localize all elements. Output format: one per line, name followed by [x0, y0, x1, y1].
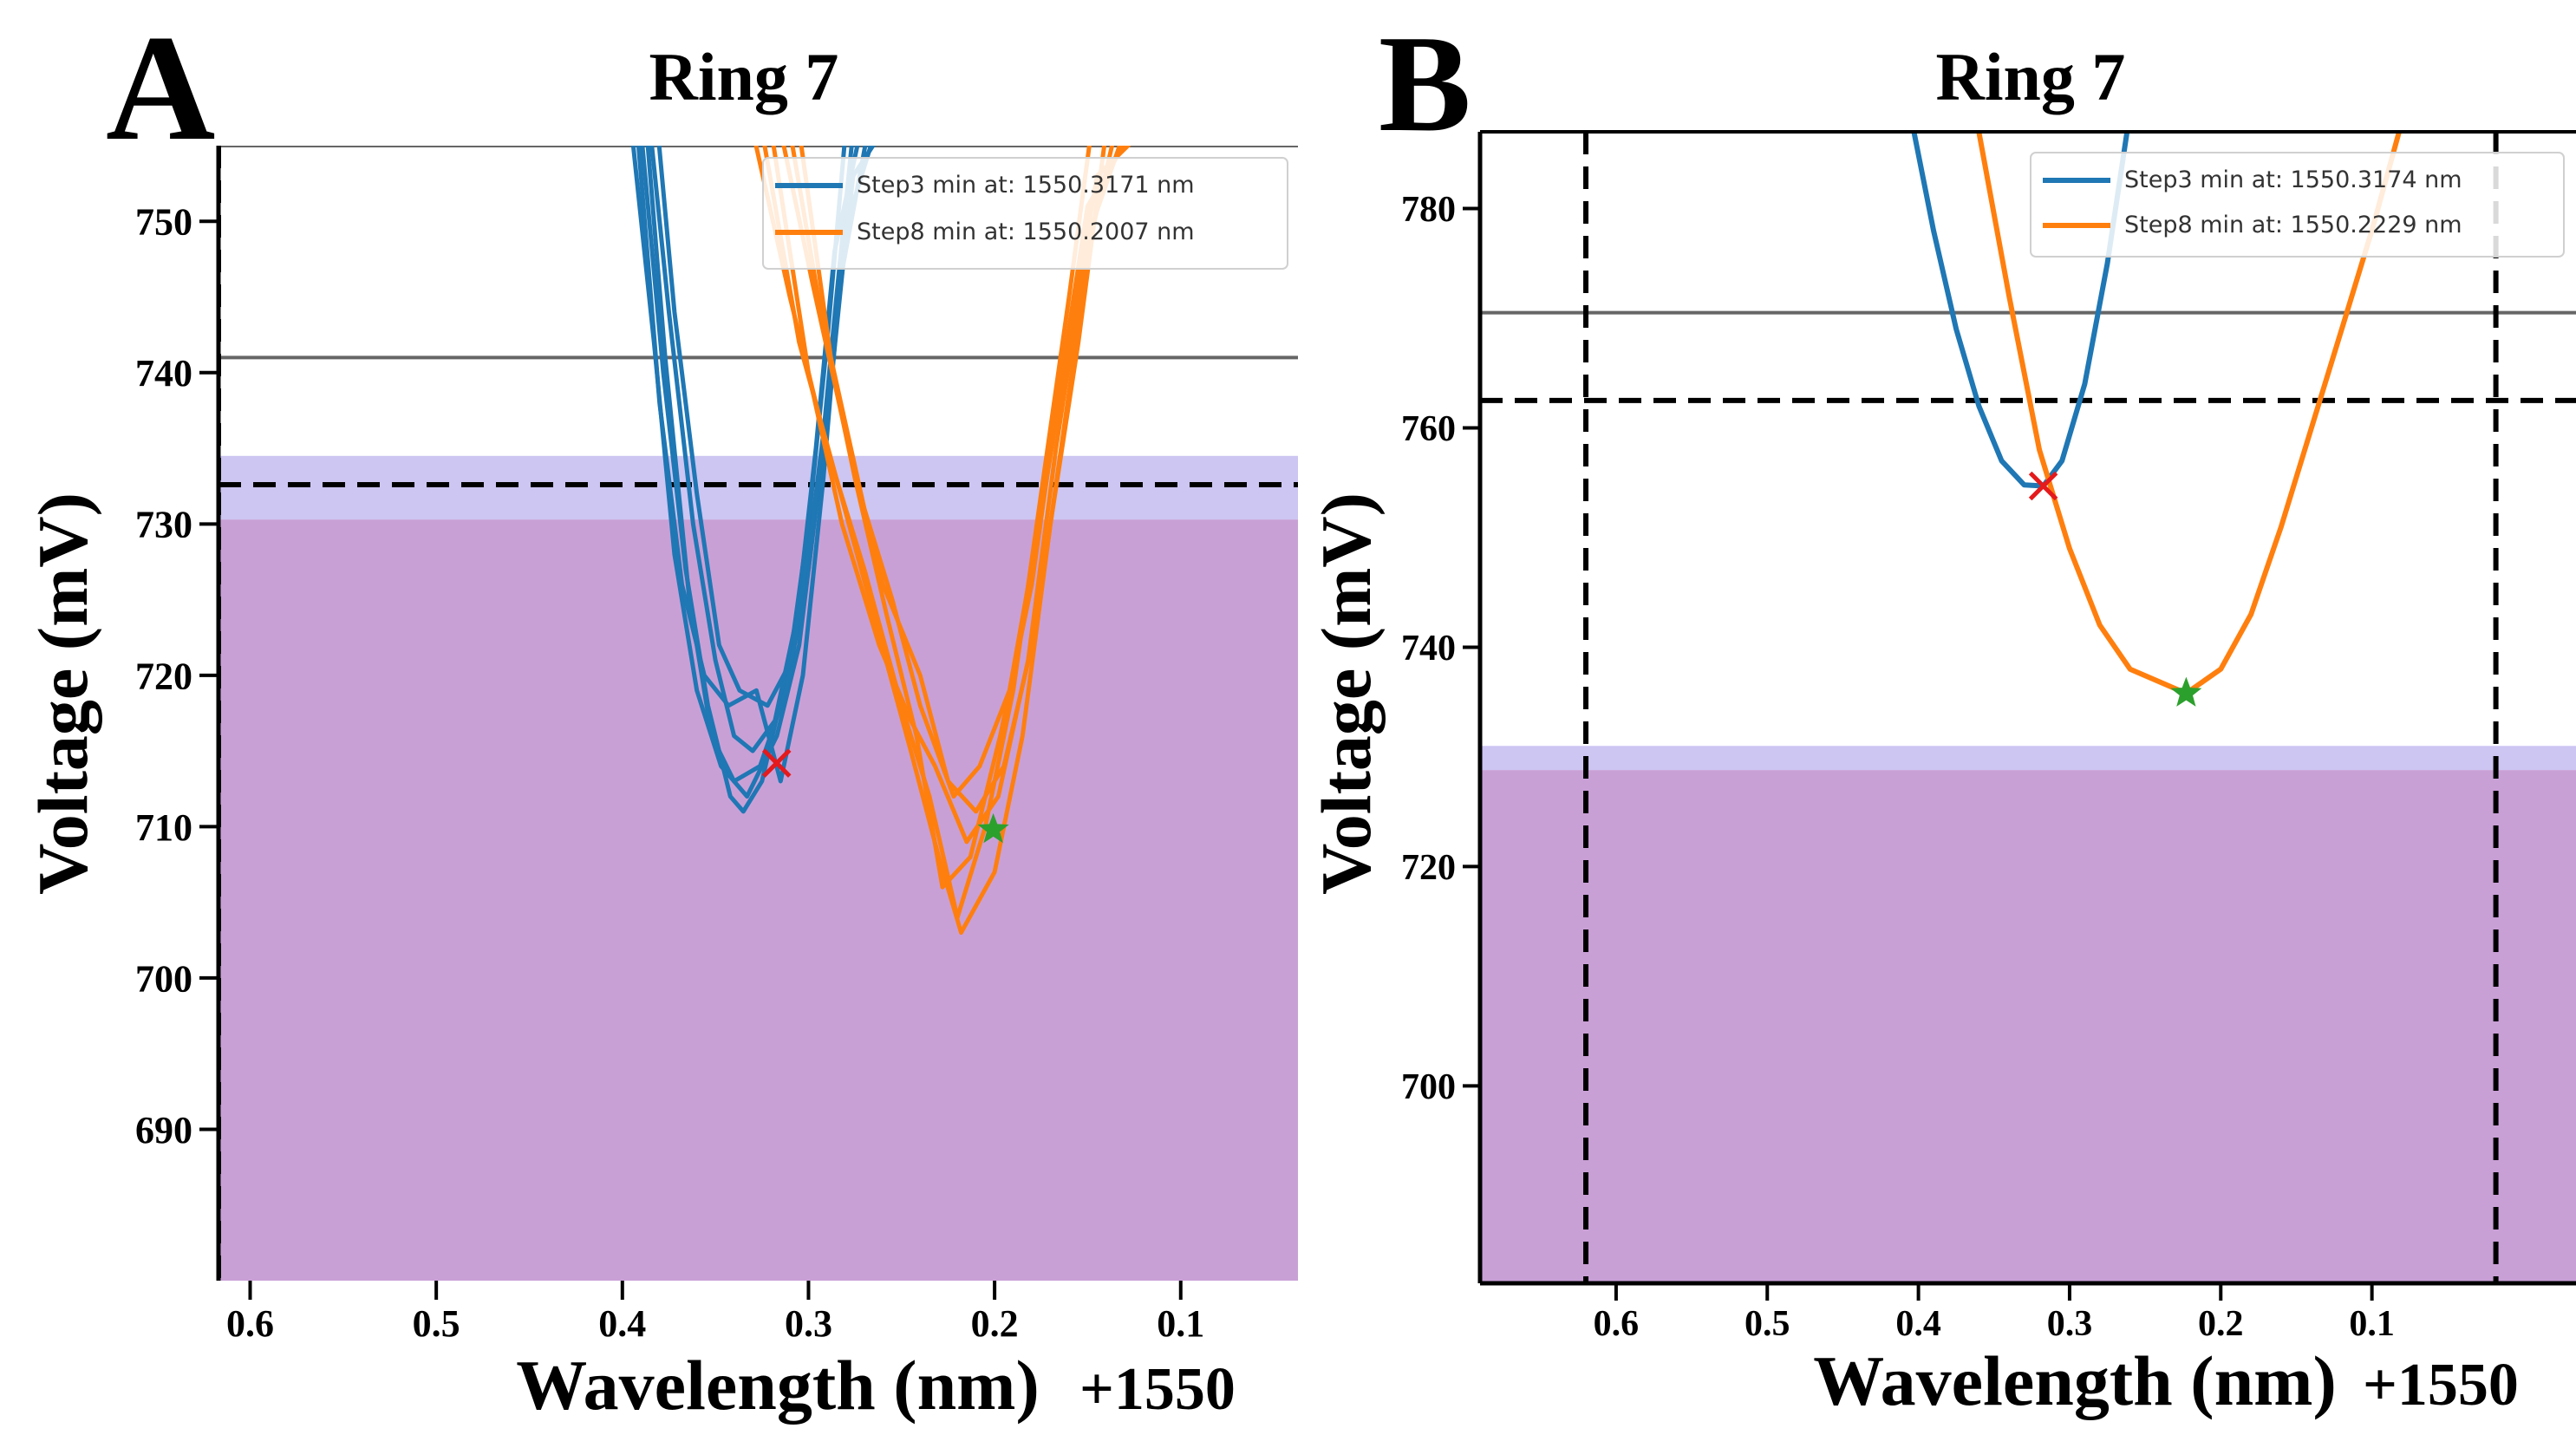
x-tick-label: 0.5: [413, 1302, 460, 1345]
chart-title: Ring 7: [649, 39, 839, 114]
x-tick-label: 0.6: [226, 1302, 274, 1345]
panel-a: A Ring 7 690 700 710 720 730 740 750 0.6 0.5 0.4 0…: [23, 3, 1298, 1425]
threshold-band: [218, 455, 1298, 520]
min-marker-x-stroke: [761, 748, 792, 778]
x-tick-label: 0.6: [1594, 1304, 1640, 1344]
min-marker-star: [977, 812, 1009, 844]
y-tick-label: 700: [1401, 1067, 1456, 1107]
series-line-step8: [799, 146, 1131, 799]
threshold-band: [1480, 746, 2576, 771]
series-line-step8: [790, 146, 1126, 890]
y-tick-label: 710: [135, 806, 192, 849]
y-tick-label: 700: [135, 957, 192, 1000]
threshold-fill: [1480, 770, 2576, 1283]
legend: Step3 min at: 1550.3171 nm Step8 min at: …: [762, 157, 1288, 270]
y-tick-label: 720: [135, 655, 192, 697]
y-tick-label: 760: [1401, 409, 1456, 449]
series-line-step3: [656, 146, 876, 708]
min-marker-x-stroke: [2028, 471, 2058, 501]
plot-content: [1480, 132, 2576, 1283]
y-tick-label: 740: [135, 352, 192, 395]
y-tick-label: 750: [135, 201, 192, 244]
x-offset-label: +1550: [1079, 1356, 1236, 1423]
plot-area: 700 720 740 760 780 0.6 0.5 0.4 0.3 0.2 0.1 Step3 m…: [1401, 130, 2576, 1344]
legend-box: [2030, 152, 2565, 258]
x-axis-label: Wavelength (nm): [516, 1346, 1040, 1425]
chart-title: Ring 7: [1936, 39, 2126, 114]
x-tick-label: 0.1: [1157, 1302, 1204, 1345]
plot-content: [218, 146, 1298, 1281]
legend-entry-label: Step8 min at: 1550.2007 nm: [857, 219, 1195, 245]
legend-entry-label: Step8 min at: 1550.2229 nm: [2124, 212, 2462, 238]
y-tick-label: 740: [1401, 629, 1456, 669]
threshold-fill: [218, 519, 1298, 1281]
series-line-step8: [1976, 132, 2402, 696]
y-tick-label: 720: [1401, 848, 1456, 888]
min-marker-star: [2170, 676, 2202, 707]
legend-box: [762, 157, 1288, 270]
plot-area: 690 700 710 720 730 740 750 0.6 0.5 0.4 0.3 0.2 0.1 S…: [135, 146, 1298, 1345]
series-line-step8: [771, 146, 1115, 845]
y-tick-label: 690: [135, 1109, 192, 1151]
y-axis-label: Voltage (mV): [1307, 492, 1386, 895]
x-tick-label: 0.4: [1895, 1304, 1941, 1344]
x-tick-label: 0.3: [2047, 1304, 2093, 1344]
series-line-step3: [1911, 132, 2130, 489]
x-tick-label: 0.5: [1745, 1304, 1790, 1344]
min-marker-x: [761, 748, 792, 778]
y-tick-label: 730: [135, 504, 192, 546]
panel-letter: A: [106, 3, 215, 172]
x-offset-label: +1550: [2363, 1352, 2519, 1419]
panel-letter: B: [1379, 6, 1471, 160]
x-tick-label: 0.4: [598, 1302, 646, 1345]
legend-entry-label: Step3 min at: 1550.3171 nm: [857, 172, 1195, 199]
legend: Step3 min at: 1550.3174 nm Step8 min at: …: [2030, 152, 2565, 258]
series-line-step3: [649, 146, 860, 753]
y-axis-label: Voltage (mV): [23, 492, 102, 895]
x-axis-label: Wavelength (nm): [1813, 1341, 2337, 1420]
x-tick-label: 0.2: [2198, 1304, 2244, 1344]
panel-b: B Ring 7 700 720 740 760 780 0.6 0.5 0.4 0.3 0.2 0…: [1307, 6, 2576, 1420]
x-tick-label: 0.2: [971, 1302, 1019, 1345]
legend-entry-label: Step3 min at: 1550.3174 nm: [2124, 166, 2462, 193]
y-tick-label: 780: [1401, 190, 1456, 230]
min-marker-x: [2028, 471, 2058, 501]
x-tick-label: 0.1: [2349, 1304, 2395, 1344]
x-tick-label: 0.3: [785, 1302, 832, 1345]
